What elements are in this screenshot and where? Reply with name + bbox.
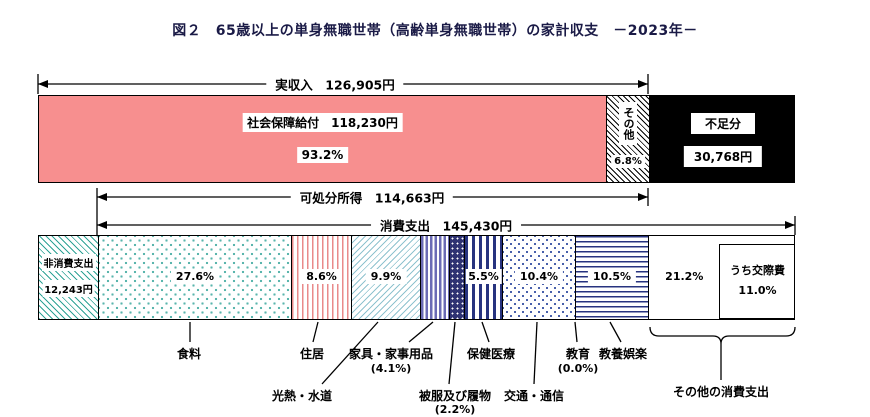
- social-security-label: 社会保障給付 118,230円: [242, 113, 403, 132]
- label-clothing-pct: (2.2%): [434, 403, 476, 416]
- label-furniture-pct: (4.1%): [370, 362, 412, 375]
- utilities-pct: 9.9%: [365, 269, 407, 284]
- disposable-income-label: 可処分所得 114,663円: [290, 187, 454, 207]
- housing-pct: 8.6%: [301, 269, 342, 284]
- label-transport: 交通・通信: [503, 389, 565, 403]
- income-other-label: その他: [619, 102, 637, 145]
- social-security-pct: 93.2%: [296, 147, 349, 163]
- segment-housing: 8.6%: [291, 236, 351, 319]
- chart-title: 図２ 65歳以上の単身無職世帯（高齢単身無職世帯）の家計収支 －2023年－: [172, 23, 698, 39]
- income-bar: 社会保障給付 118,230円 93.2% その他 6.8% 不足分 30,76…: [38, 95, 795, 183]
- segment-clothing: [449, 236, 464, 319]
- label-other-consumption: その他の消費支出: [672, 385, 770, 399]
- segment-social-security: 社会保障給付 118,230円 93.2%: [39, 96, 606, 182]
- label-education: 教育: [565, 347, 591, 361]
- segment-food: 27.6%: [98, 236, 291, 319]
- label-clothing: 被服及び履物: [418, 389, 492, 403]
- label-recreation: 教養娯楽: [598, 347, 648, 361]
- label-housing: 住居: [299, 347, 325, 361]
- non-consumption-value: 12,243円: [42, 280, 95, 297]
- segment-recreation: 10.5%: [575, 236, 648, 319]
- shortfall-label: 不足分: [690, 113, 756, 134]
- label-furniture: 家具・家事用品: [348, 347, 434, 361]
- transport-pct: 10.4%: [514, 269, 564, 284]
- segment-transport: 10.4%: [502, 236, 575, 319]
- recreation-pct: 10.5%: [587, 269, 637, 284]
- label-medical: 保健医療: [466, 347, 516, 361]
- segment-utilities: 9.9%: [351, 236, 420, 319]
- consumption-label: 消費支出 145,430円: [371, 215, 521, 235]
- segment-medical: 5.5%: [464, 236, 502, 319]
- social-expenses-box: うち交際費 11.0%: [719, 244, 794, 319]
- segment-furniture: [420, 236, 449, 319]
- expenditure-bar: 非消費支出 12,243円 27.6% 8.6% 9.9% 5.5% 10.4%…: [38, 235, 795, 320]
- label-food: 食料: [176, 347, 202, 361]
- segment-non-consumption: 非消費支出 12,243円: [39, 236, 98, 319]
- label-education-pct: (0.0%): [557, 362, 599, 375]
- social-expenses-pct: 11.0%: [736, 283, 779, 298]
- non-consumption-label: 非消費支出: [41, 254, 96, 271]
- income-other-pct: 6.8%: [611, 155, 645, 168]
- social-expenses-label: うち交際費: [728, 261, 787, 279]
- segment-shortfall: 不足分 30,768円: [649, 96, 794, 182]
- other-consumption-pct: 21.2%: [660, 269, 709, 284]
- other-consumption-brace: [649, 326, 796, 345]
- segment-income-other: その他 6.8%: [606, 96, 649, 182]
- food-pct: 27.6%: [170, 269, 220, 284]
- medical-pct: 5.5%: [465, 269, 502, 284]
- segment-other-consumption: 21.2% うち交際費 11.0%: [648, 236, 794, 319]
- shortfall-value: 30,768円: [683, 146, 763, 167]
- real-income-label: 実収入 126,905円: [266, 74, 404, 94]
- label-utilities: 光熱・水道: [271, 389, 333, 403]
